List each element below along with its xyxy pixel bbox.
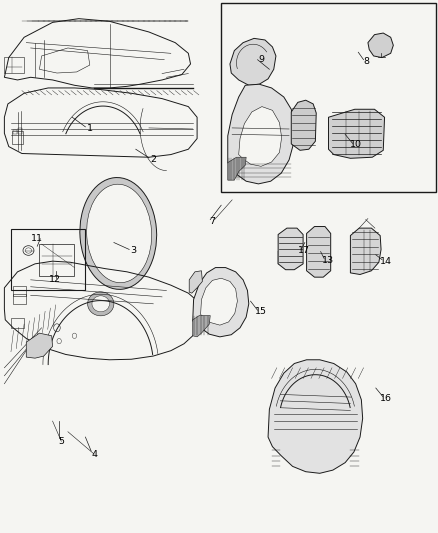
Bar (278, 251, 290, 264)
Text: 17: 17 (298, 246, 311, 255)
Text: 5: 5 (58, 437, 64, 446)
Polygon shape (228, 157, 246, 180)
Polygon shape (239, 107, 282, 166)
Text: 3: 3 (131, 246, 137, 255)
Bar (221, 3, 436, 192)
Bar (4, 57, 24, 73)
Polygon shape (201, 278, 237, 325)
Bar (18, 128, 22, 134)
Ellipse shape (87, 184, 152, 282)
Polygon shape (307, 227, 331, 277)
Bar (11, 318, 24, 328)
Text: 10: 10 (350, 141, 362, 149)
Bar (13, 286, 26, 296)
Bar (39, 244, 74, 276)
Polygon shape (291, 100, 316, 150)
Bar (13, 130, 17, 134)
Text: 1: 1 (87, 125, 93, 133)
Polygon shape (193, 268, 249, 337)
Text: 15: 15 (254, 308, 267, 316)
Polygon shape (278, 228, 303, 270)
Polygon shape (228, 84, 294, 184)
Bar (11, 229, 85, 290)
Bar (13, 294, 26, 304)
Bar (12, 131, 23, 144)
Text: 13: 13 (321, 256, 334, 264)
Polygon shape (26, 333, 53, 358)
Text: 7: 7 (209, 217, 215, 226)
Text: 9: 9 (258, 55, 264, 64)
Text: 8: 8 (364, 58, 370, 66)
Text: 2: 2 (150, 156, 156, 164)
Text: 16: 16 (380, 394, 392, 403)
Polygon shape (268, 360, 363, 473)
Text: 14: 14 (379, 257, 392, 265)
Text: 4: 4 (91, 450, 97, 458)
Polygon shape (189, 271, 202, 293)
Polygon shape (230, 38, 276, 85)
Polygon shape (350, 228, 381, 274)
Polygon shape (368, 33, 393, 58)
Polygon shape (328, 109, 385, 158)
Polygon shape (193, 316, 210, 337)
Text: 12: 12 (49, 276, 61, 284)
Ellipse shape (80, 177, 157, 289)
Text: 11: 11 (31, 235, 43, 243)
Ellipse shape (92, 296, 110, 312)
Ellipse shape (88, 292, 114, 316)
